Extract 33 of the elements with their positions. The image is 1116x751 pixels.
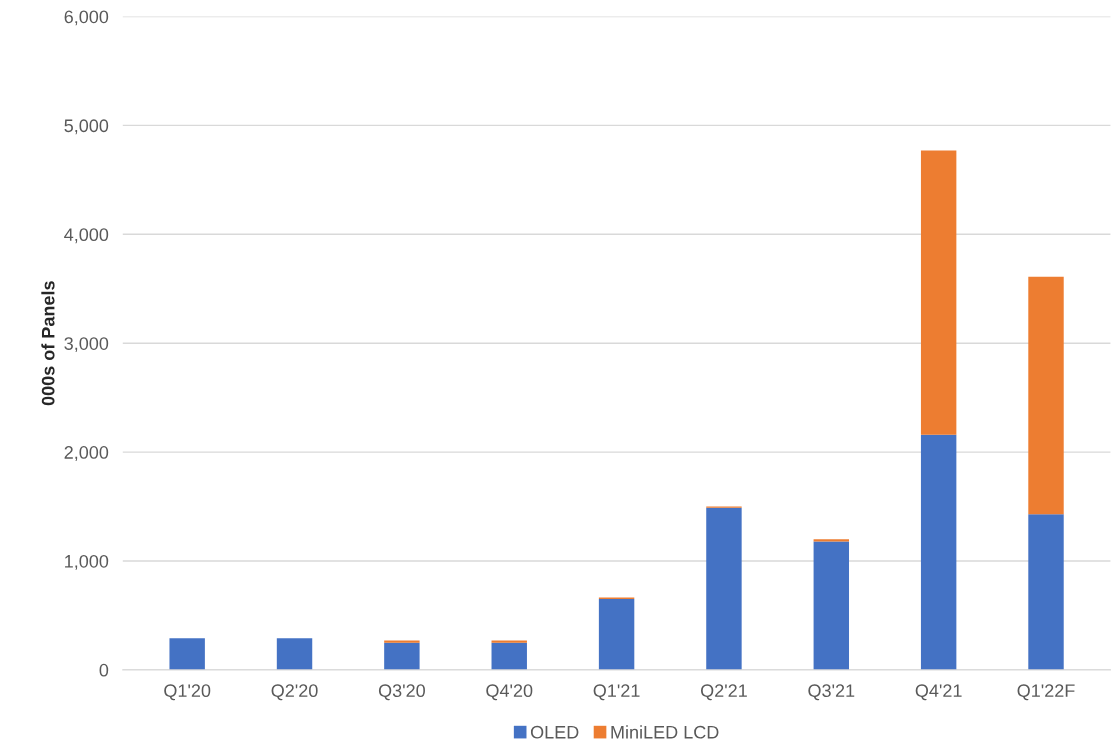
y-tick-label: 0 — [99, 663, 109, 677]
x-tick-label: Q4'21 — [915, 684, 962, 701]
y-tick-label: 4,000 — [64, 228, 109, 244]
bar — [169, 638, 205, 670]
x-tick-label: Q3'21 — [808, 684, 855, 701]
y-tick-label: 1,000 — [65, 554, 109, 570]
bar — [1028, 276, 1064, 515]
bar — [920, 150, 957, 435]
x-tick-label: Q1'20 — [164, 684, 211, 701]
bar — [276, 638, 313, 670]
x-tick-label: Q1'21 — [593, 684, 640, 701]
bar — [813, 541, 850, 670]
x-tick-label: Q3'20 — [378, 684, 425, 701]
y-tick-label: 5,000 — [64, 119, 109, 135]
bar — [813, 539, 850, 542]
y-tick-label: 6,000 — [64, 10, 109, 26]
bar — [598, 599, 635, 670]
x-tick-label: Q4'20 — [486, 684, 533, 701]
bar — [1028, 514, 1064, 670]
x-tick-label: Q2'21 — [700, 684, 747, 701]
bar — [384, 642, 420, 670]
y-tick-label: 3,000 — [64, 337, 109, 353]
bar — [491, 642, 527, 670]
x-tick-label: Q1'22F — [1017, 684, 1075, 701]
bar — [706, 507, 742, 670]
legend-label: OLED — [530, 725, 579, 739]
y-axis-title: 000s of Panels — [41, 281, 55, 406]
y-tick-label: 2,000 — [64, 446, 109, 461]
bar — [920, 434, 957, 670]
x-tick-label: Q2'20 — [271, 684, 318, 701]
legend-label: MiniLED LCD — [611, 725, 719, 739]
bar — [384, 640, 420, 643]
bar — [491, 640, 527, 643]
